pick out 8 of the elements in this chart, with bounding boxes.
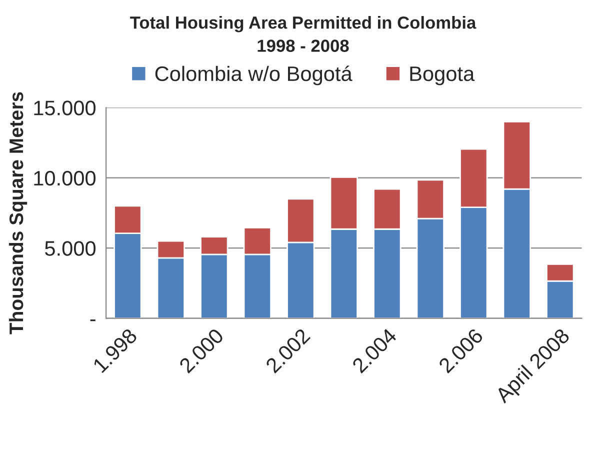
legend-label: Bogota xyxy=(410,66,475,86)
y-tick-label: - xyxy=(90,320,96,322)
y-axis-title: Thousands Square Meters xyxy=(8,92,28,334)
y-tick-label: 5.000 xyxy=(45,241,96,256)
y-tick-label: 15.000 xyxy=(34,100,96,116)
chart-title: Total Housing Area Permitted in Colombia 1998 - 2008 xyxy=(130,16,476,52)
y-tick-label: 10.000 xyxy=(34,170,96,186)
legend-label: Colombia w/o Bogotá xyxy=(155,66,352,86)
